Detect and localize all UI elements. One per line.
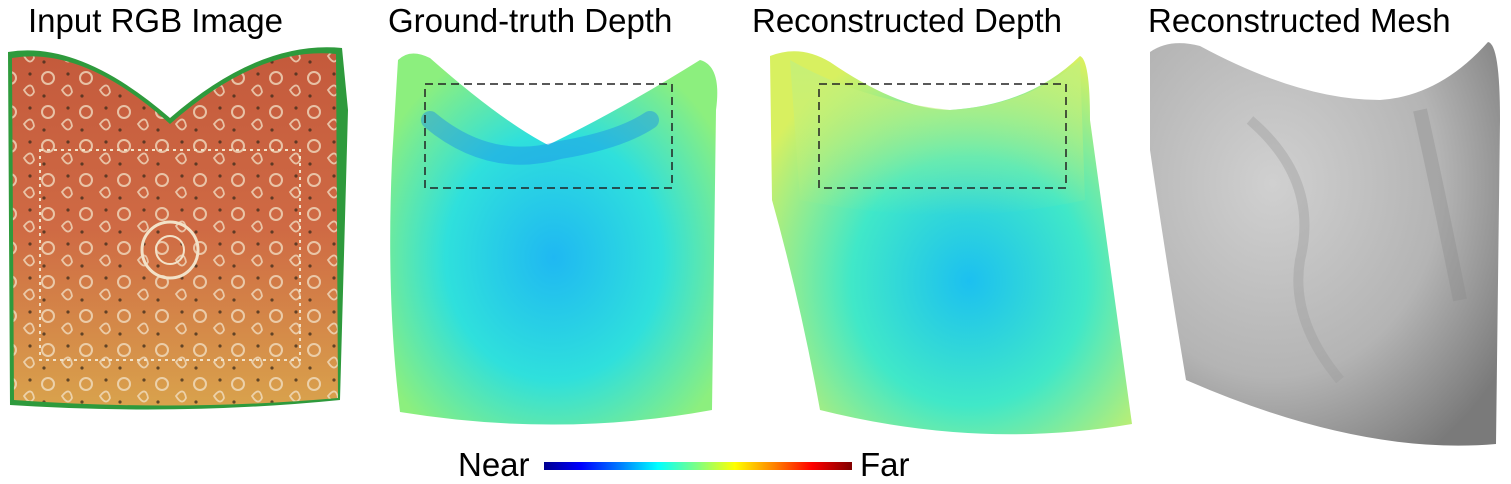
ground-truth-depth-map: [390, 53, 718, 425]
panel-title-recon-depth: Reconstructed Depth: [752, 2, 1063, 39]
recon-highlight-box: [818, 83, 1067, 189]
panel-title-input-rgb: Input RGB Image: [28, 2, 283, 39]
input-rgb-image: [8, 47, 348, 410]
reconstructed-depth-map: [770, 51, 1132, 435]
reconstructed-mesh: [1150, 42, 1500, 446]
gt-highlight-box: [424, 83, 673, 189]
panel-title-gt-depth: Ground-truth Depth: [388, 2, 673, 39]
depth-colorbar: [544, 462, 852, 470]
panel-title-recon-mesh: Reconstructed Mesh: [1148, 2, 1451, 39]
colorbar-far-label: Far: [860, 446, 910, 483]
colorbar-near-label: Near: [458, 446, 530, 483]
